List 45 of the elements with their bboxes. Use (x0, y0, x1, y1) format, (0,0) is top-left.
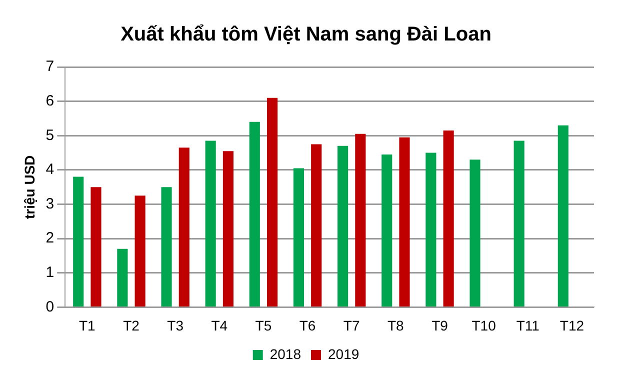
x-tick-label: T3 (167, 317, 184, 334)
bar (338, 146, 348, 306)
bar (73, 176, 84, 306)
bar (178, 148, 190, 306)
bar (426, 152, 436, 306)
bar (117, 248, 128, 306)
bar (558, 125, 568, 306)
y-tick-label: 2 (46, 230, 54, 247)
chart-title: Xuất khẩu tôm Việt Nam sang Đài Loan (120, 24, 492, 46)
y-tick-label: 3 (46, 195, 54, 212)
y-tick-label: 6 (46, 92, 54, 110)
y-tick-label: 7 (46, 58, 54, 76)
legend-label: 2018 (270, 346, 302, 362)
legend-label: 2019 (328, 346, 360, 362)
y-tick-label: 0 (46, 298, 54, 316)
x-tick-label: T9 (432, 317, 448, 334)
x-tick-label: T12 (560, 317, 584, 334)
bar (399, 137, 410, 306)
bar (249, 122, 260, 306)
bar (222, 151, 234, 306)
y-tick-label: 5 (46, 126, 54, 144)
bar (355, 134, 366, 306)
x-tick-label: T1 (79, 317, 96, 334)
x-tick-label: T8 (388, 317, 404, 334)
y-tick-label: 1 (46, 264, 54, 282)
x-tick-label: T4 (211, 317, 228, 334)
x-tick-label: T7 (343, 317, 360, 334)
bar (161, 187, 172, 306)
x-tick-label: T6 (299, 317, 316, 334)
y-axis-title: triệu USD (21, 155, 38, 219)
bar (311, 144, 322, 306)
bar (134, 196, 146, 306)
bar (266, 98, 278, 306)
bar (90, 187, 102, 306)
x-tick-label: T2 (123, 317, 140, 334)
bar (205, 140, 216, 306)
x-tick-label: T11 (516, 317, 540, 334)
bar (293, 168, 304, 306)
bar (470, 160, 480, 306)
bar (443, 130, 454, 306)
y-tick-label: 4 (46, 161, 54, 178)
bar (382, 154, 392, 306)
bar (514, 140, 524, 306)
x-tick-label: T5 (255, 317, 272, 334)
x-tick-label: T10 (472, 317, 496, 334)
